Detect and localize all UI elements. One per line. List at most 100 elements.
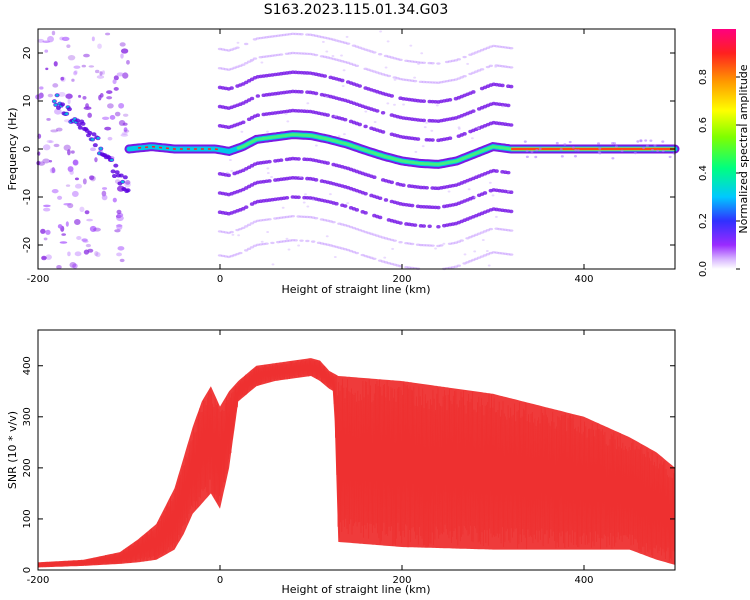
spectrogram-noise-point	[346, 202, 350, 205]
spectrogram-descent-point	[110, 169, 116, 174]
spectrogram-noise-point	[112, 197, 117, 203]
spectrogram-sideband-point	[278, 158, 284, 162]
spectrogram-descent-point	[99, 147, 103, 150]
spectrogram-sideband-point	[252, 57, 258, 60]
spectrogram-sideband-point	[380, 130, 386, 134]
spectrogram-noise-point	[633, 151, 637, 155]
snr-xtick-label: 200	[392, 575, 411, 586]
spectrogram-noise-point	[81, 64, 87, 68]
spectrogram-noise-point	[63, 144, 71, 151]
spectrogram-noise-point	[55, 127, 63, 132]
spectrogram-descent-point	[111, 174, 117, 179]
spectrogram-sideband-point	[447, 136, 453, 141]
spectrogram-sideband-point	[363, 191, 368, 196]
spectrogram-sideband-point	[325, 113, 330, 117]
spectrogram-noise-point	[284, 112, 288, 115]
spectrogram-noise-point	[74, 219, 81, 226]
spectrogram-noise-point	[481, 238, 485, 241]
spectrogram-noise-point	[45, 254, 52, 260]
spectrogram-noise-point	[59, 241, 68, 244]
spectrogram-noise-point	[69, 261, 77, 268]
spectrogram-sideband-point	[241, 120, 246, 125]
spectrogram-noise-point	[636, 140, 640, 143]
spectrogram-sideband-point	[383, 198, 389, 202]
spectrogram-noise-point	[82, 178, 87, 185]
spectrogram-sideband-point	[244, 225, 249, 228]
spectrogram-sideband-point	[244, 42, 249, 46]
spectrogram-sideband-point	[436, 62, 441, 65]
spectrogram-sideband-point	[462, 55, 467, 59]
spectrogram-noise-point	[42, 144, 51, 151]
spectrogram-noise-point	[597, 150, 601, 154]
spectrogram-sideband-point	[299, 90, 304, 94]
spectrogram-noise-point	[568, 140, 572, 144]
spectrogram-sideband-point	[293, 239, 298, 242]
spectrogram-sideband-point	[421, 224, 427, 228]
snr-ytick-label: 100	[22, 509, 33, 528]
spectrogram-noise-point	[67, 149, 71, 156]
spectrogram-noise-point	[72, 263, 78, 269]
spectrogram-noise-point	[48, 140, 54, 144]
spectrogram-panel: -200 0 200 400 -20 -10 0 10 20 Height of straigh…	[6, 28, 680, 296]
spectrogram-sideband-point	[377, 196, 383, 201]
spectrogram-noise-point	[494, 65, 498, 68]
spectrogram-noise-point	[46, 117, 51, 121]
spectrogram-noise-point	[597, 142, 601, 145]
spectrogram-sideband-point	[377, 215, 383, 220]
spectrogram-sideband-point	[447, 98, 453, 102]
spectrogram-noise-point	[83, 106, 92, 110]
spectrogram-ytick-label: 10	[22, 95, 33, 108]
spectrogram-sideband-point	[421, 118, 427, 123]
spectrogram-descent-point	[118, 173, 124, 178]
spectrogram-noise-point	[423, 126, 427, 129]
spectrogram-noise-point	[571, 146, 575, 149]
spectrogram-noise-point	[435, 104, 439, 107]
spectrogram-noise-point	[98, 94, 102, 101]
spectrogram-sideband-point	[244, 61, 249, 65]
spectrogram-noise-point	[116, 72, 124, 77]
spectrogram-descent-point	[125, 188, 131, 193]
spectrogram-noise-point	[302, 201, 306, 204]
spectrogram-noise-point	[501, 105, 505, 108]
spectrogram-sideband-point	[255, 113, 261, 118]
spectrogram-sideband-point	[509, 47, 514, 50]
spectrogram-noise-point	[44, 49, 49, 53]
spectrogram-noise-point	[642, 146, 646, 150]
snr-ytick-label: 300	[22, 407, 33, 426]
spectrogram-noise-point	[41, 256, 47, 260]
spectrogram-noise-point	[115, 224, 123, 228]
spectrogram-noise-point	[473, 196, 477, 199]
spectrogram-noise-point	[525, 149, 529, 153]
spectrogram-sideband-point	[313, 91, 319, 96]
spectrogram-noise-point	[76, 236, 82, 240]
spectrogram-noise-point	[43, 207, 51, 212]
spectrogram-noise-point	[114, 111, 121, 117]
spectrogram-noise-point	[661, 149, 665, 153]
spectrogram-sideband-point	[296, 195, 301, 200]
spectrogram-sideband-point	[436, 224, 441, 229]
spectrogram-noise-point	[94, 157, 98, 163]
spectrogram-sideband-point	[267, 218, 272, 221]
spectrogram-noise-point	[383, 256, 387, 259]
spectrogram-noise-point	[39, 86, 44, 90]
spectrogram-sideband-point	[462, 75, 467, 78]
spectrogram-sideband-point	[255, 94, 261, 98]
spectrogram-sideband-point	[267, 179, 272, 183]
spectrogram-sideband-point	[372, 51, 377, 54]
spectrogram-noise-point	[230, 169, 234, 172]
spectrogram-sideband-point	[299, 33, 304, 36]
spectrogram-noise-point	[81, 238, 88, 242]
spectrogram-descent-point	[113, 163, 119, 168]
spectrogram-noise-point	[573, 155, 577, 158]
spectrogram-descent-point	[122, 175, 128, 180]
spectrogram-descent-point	[66, 107, 72, 112]
snr-signal-line	[37, 359, 676, 568]
spectrogram-noise-point	[417, 62, 420, 65]
spectrogram-noise-point	[96, 75, 105, 79]
spectrogram-sideband-point	[488, 64, 494, 68]
spectrogram-sideband-point	[409, 203, 415, 208]
spectrogram-sideband-point	[506, 170, 511, 175]
spectrogram-noise-point	[53, 61, 58, 67]
spectrogram-sideband-point	[421, 61, 427, 64]
spectrogram-noise-point	[645, 144, 649, 148]
